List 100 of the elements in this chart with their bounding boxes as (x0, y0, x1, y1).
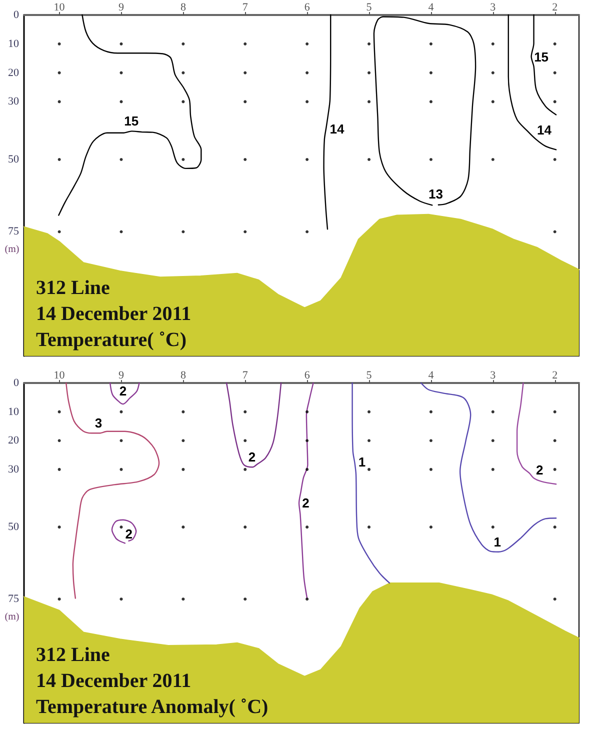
line-series (352, 382, 390, 584)
point (306, 42, 309, 46)
point (306, 410, 309, 414)
point (429, 526, 432, 529)
point (58, 439, 61, 442)
point (244, 439, 247, 442)
point (368, 71, 371, 74)
y-tick-label: 10 (8, 406, 20, 418)
point (182, 598, 185, 601)
annotation: 14 (537, 122, 552, 138)
point (182, 526, 185, 529)
point (553, 526, 556, 529)
point (244, 42, 247, 46)
x-tick-label: 10 (54, 2, 66, 14)
point (58, 598, 61, 601)
point (58, 100, 61, 104)
point (491, 410, 494, 414)
point (553, 598, 556, 601)
point (120, 158, 123, 161)
point (244, 158, 247, 161)
point (120, 439, 123, 442)
point (491, 526, 494, 529)
point (58, 71, 61, 74)
point (368, 100, 371, 104)
point (429, 100, 432, 104)
annotation: 3 (94, 416, 102, 431)
point (491, 158, 494, 161)
line-series (110, 382, 140, 405)
annotation: 2 (248, 450, 256, 465)
y-tick-label: 30 (8, 96, 20, 108)
x-tick-label: 2 (552, 370, 558, 382)
point (491, 100, 494, 104)
point (429, 410, 432, 414)
annotation: 13 (428, 186, 443, 202)
annotation: Temperature Anomaly( ˚C) (36, 696, 268, 718)
y-axis-title: (m) (4, 244, 20, 256)
point (244, 71, 247, 74)
point (182, 71, 185, 74)
point (120, 42, 123, 46)
point (368, 410, 371, 414)
x-tick-label: 6 (304, 370, 310, 382)
x-tick-label: 9 (118, 2, 124, 14)
annotation: 1 (494, 534, 502, 550)
annotation: 15 (124, 114, 139, 129)
line-series (226, 382, 282, 468)
point (306, 439, 309, 442)
point (58, 410, 61, 414)
point (58, 158, 61, 161)
y-tick-label: 50 (8, 153, 20, 166)
point (244, 100, 247, 104)
point (306, 230, 309, 234)
y-axis-title: (m) (4, 612, 20, 623)
annotation: 15 (534, 49, 549, 64)
point (306, 526, 309, 529)
point (306, 100, 309, 104)
point (491, 71, 494, 74)
point (368, 468, 371, 471)
point (58, 526, 61, 529)
point (58, 42, 61, 46)
point (182, 230, 185, 234)
point (306, 598, 309, 601)
x-tick-label: 8 (180, 2, 186, 14)
x-tick-label: 8 (180, 370, 186, 382)
y-tick-label: 30 (8, 463, 20, 476)
point (553, 158, 556, 161)
x-tick-label: 5 (366, 2, 372, 14)
x-tick-label: 4 (428, 2, 434, 14)
point (368, 158, 371, 161)
point (120, 71, 123, 74)
x-tick-label: 7 (242, 370, 248, 382)
point (368, 42, 371, 46)
point (429, 158, 432, 161)
x-tick-label: 6 (304, 2, 310, 14)
y-tick-label: 10 (8, 38, 20, 50)
y-tick-label: 20 (8, 434, 20, 447)
point (491, 439, 494, 442)
point (58, 468, 61, 471)
point (306, 71, 309, 74)
x-tick-label: 5 (366, 370, 372, 382)
point (182, 410, 185, 414)
point (368, 526, 371, 529)
text: 14 December 2011 (36, 303, 192, 325)
line-series (516, 382, 557, 485)
point (429, 71, 432, 74)
point (120, 598, 123, 601)
point (244, 468, 247, 471)
text: 14 December 2011 (36, 670, 192, 692)
annotation: 14 (330, 121, 344, 136)
point (553, 100, 556, 104)
point (120, 526, 123, 529)
point (429, 468, 432, 471)
y-tick-label: 0 (14, 9, 20, 21)
y-tick-label: 75 (8, 593, 20, 606)
point (306, 468, 309, 471)
line-series (66, 382, 160, 599)
point (182, 42, 185, 46)
point (182, 158, 185, 161)
point (553, 71, 556, 74)
point (58, 230, 61, 234)
point (429, 42, 432, 46)
